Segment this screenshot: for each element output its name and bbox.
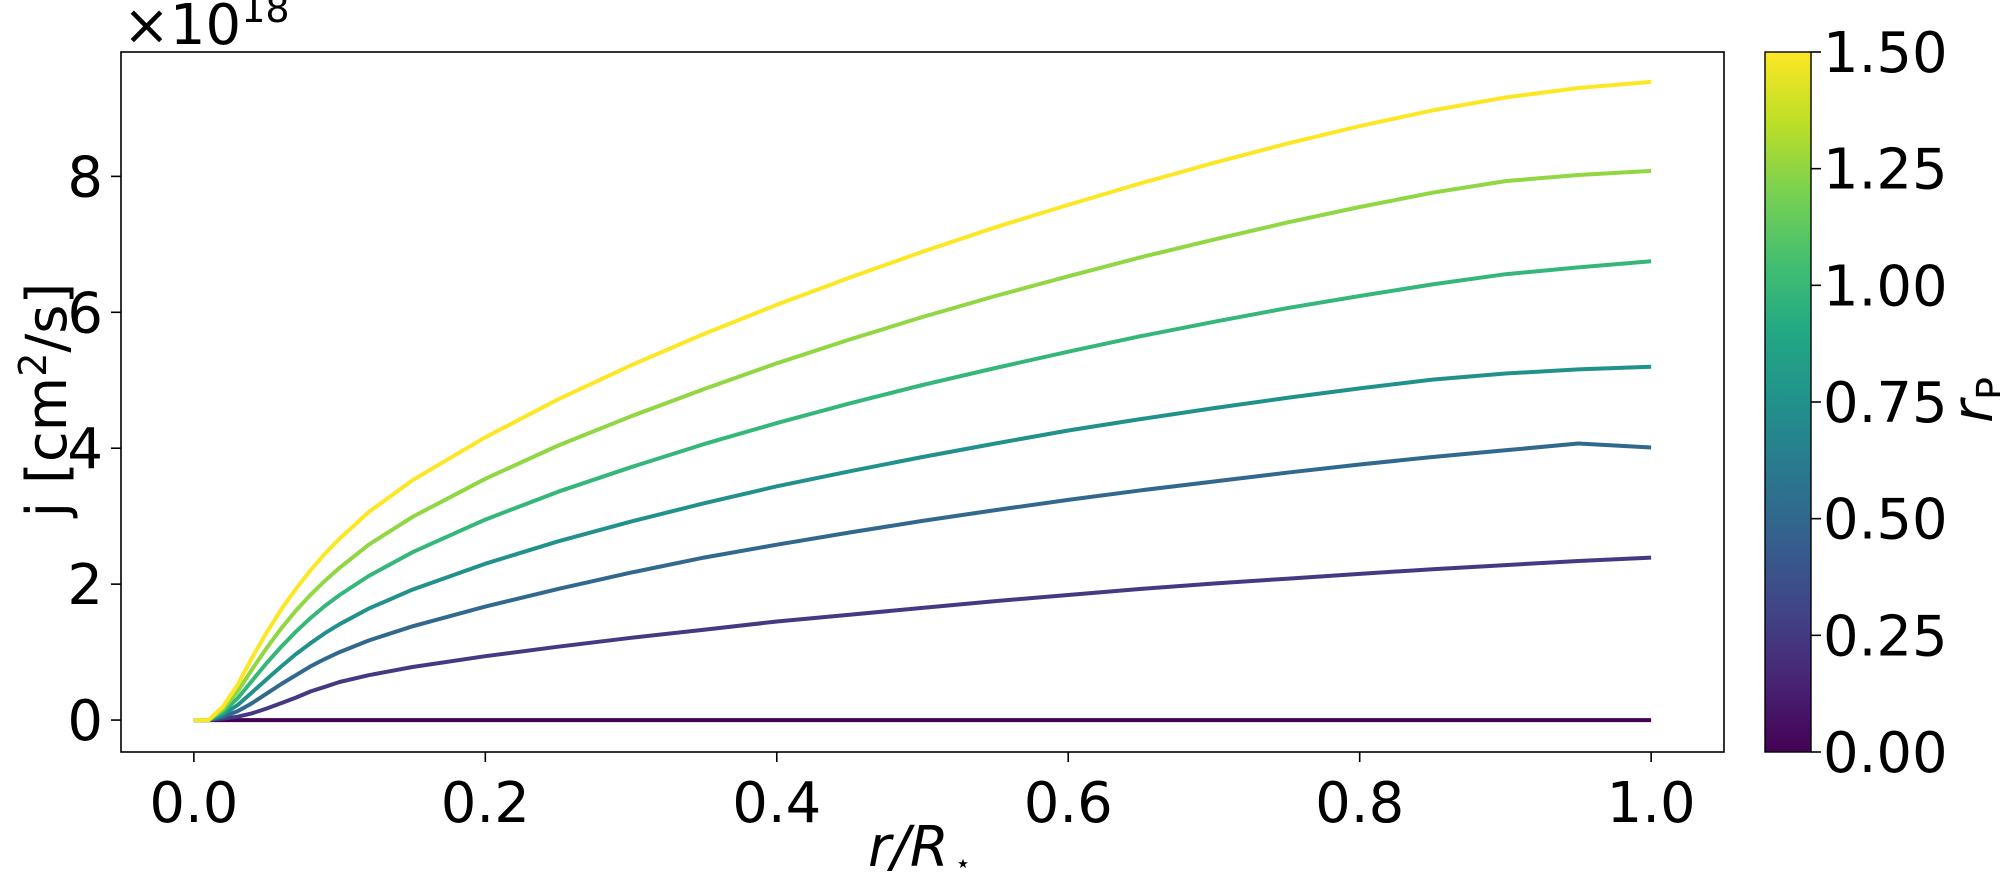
- y-tick-label: 8: [67, 145, 103, 210]
- x-tick-label: 1.0: [1607, 771, 1696, 836]
- colorbar-tick-label: 0.50: [1823, 488, 1948, 553]
- x-tick-label: 0.6: [1024, 771, 1113, 836]
- colorbar-tick-label: 0.00: [1823, 721, 1948, 786]
- colorbar-tick-label: 0.75: [1823, 371, 1948, 436]
- series-line: [193, 364, 1652, 723]
- x-axis-label: r/R ⋆: [868, 815, 971, 875]
- series-line: [193, 79, 1652, 723]
- x-tick-label: 0.4: [732, 771, 821, 836]
- y-axis-label: j [cm2/s]: [11, 283, 80, 520]
- y-tick-label: 6: [67, 281, 103, 346]
- y-offset-text: ×1018: [123, 0, 290, 58]
- y-ticks: 0 2 4 6 8: [67, 145, 121, 754]
- colorbar-tick-label: 0.25: [1823, 604, 1948, 669]
- y-tick-label: 0: [67, 689, 103, 754]
- series-line: [193, 168, 1652, 723]
- colorbar-tick-label: 1.50: [1823, 21, 1948, 86]
- x-tick-label: 0.2: [441, 771, 530, 836]
- x-tick-label: 0.0: [149, 771, 238, 836]
- series-line: [193, 555, 1652, 723]
- series-line: [193, 259, 1652, 723]
- series-line: [193, 441, 1652, 723]
- colorbar-tick-label: 1.00: [1823, 254, 1948, 319]
- plot-area-frame: [120, 51, 1725, 753]
- colorbar-label: rP: [1941, 377, 2000, 423]
- colorbar-tick-label: 1.25: [1823, 138, 1948, 203]
- y-tick-label: 4: [67, 417, 103, 482]
- y-tick-label: 2: [67, 553, 103, 618]
- colorbar: [1764, 51, 1812, 753]
- colorbar-ticks: 0.00 0.25 0.50 0.75 1.00 1.25 1.50: [1811, 21, 1948, 786]
- x-tick-label: 0.8: [1315, 771, 1404, 836]
- x-ticks: 0.0 0.2 0.4 0.6 0.8 1.0: [149, 752, 1696, 836]
- series-layer: [193, 79, 1652, 723]
